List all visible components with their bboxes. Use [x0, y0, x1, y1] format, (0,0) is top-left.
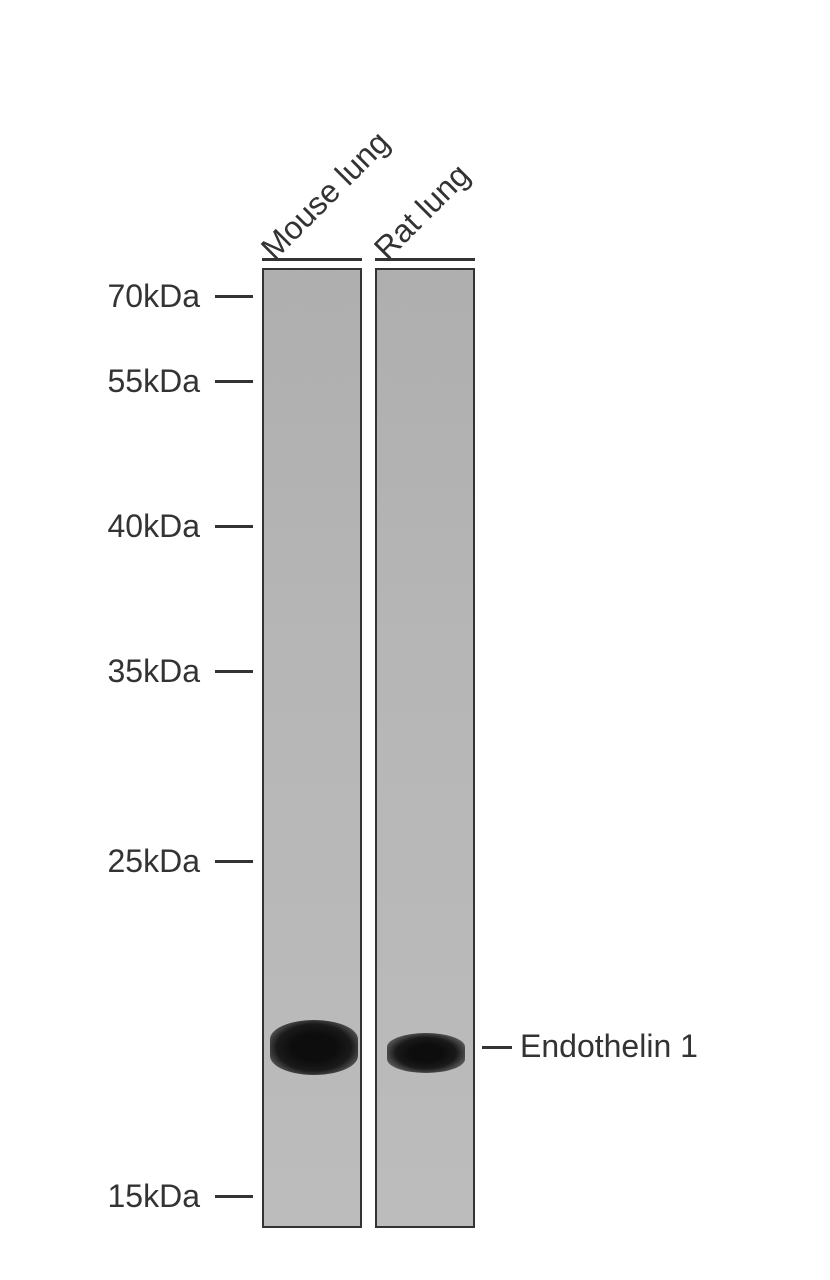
- protein-label-text: Endothelin 1: [520, 1028, 698, 1064]
- lane-label-text: Rat lung: [367, 157, 477, 267]
- marker-label: 25kDa: [100, 843, 200, 880]
- lane-underline-rat: [375, 258, 475, 261]
- lane-label-rat-lung: Rat lung: [367, 157, 477, 267]
- marker-tick: [215, 670, 253, 673]
- protein-annotation-label: Endothelin 1: [520, 1028, 698, 1065]
- noise-overlay: [377, 270, 475, 1228]
- marker-tick: [215, 1195, 253, 1198]
- marker-tick: [215, 525, 253, 528]
- marker-text: 40kDa: [108, 508, 201, 544]
- marker-label: 35kDa: [100, 653, 200, 690]
- blot-lane-rat-lung: [375, 268, 475, 1228]
- marker-text: 70kDa: [108, 278, 201, 314]
- marker-text: 15kDa: [108, 1178, 201, 1214]
- protein-tick: [482, 1046, 512, 1049]
- marker-label: 40kDa: [100, 508, 200, 545]
- noise-overlay: [264, 270, 362, 1228]
- marker-tick: [215, 860, 253, 863]
- protein-band-rat: [387, 1033, 465, 1073]
- marker-text: 55kDa: [108, 363, 201, 399]
- marker-tick: [215, 295, 253, 298]
- marker-text: 35kDa: [108, 653, 201, 689]
- marker-label: 15kDa: [100, 1178, 200, 1215]
- western-blot-figure: Mouse lung Rat lung 70kDa 55kDa 40kDa 35…: [0, 0, 830, 1280]
- marker-text: 25kDa: [108, 843, 201, 879]
- marker-label: 70kDa: [100, 278, 200, 315]
- blot-lane-mouse-lung: [262, 268, 362, 1228]
- lane-underline-mouse: [262, 258, 362, 261]
- marker-label: 55kDa: [100, 363, 200, 400]
- marker-tick: [215, 380, 253, 383]
- protein-band-mouse: [270, 1020, 358, 1075]
